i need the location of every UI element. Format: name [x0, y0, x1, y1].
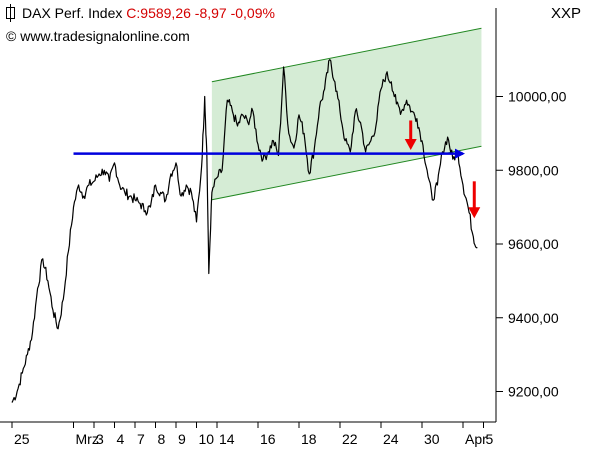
x-tick-label: 25	[14, 431, 30, 447]
close-label: C:	[126, 5, 141, 21]
instrument-name: DAX Perf. Index	[22, 5, 123, 21]
x-tick-label: 7	[137, 431, 145, 447]
y-tick-label: 9600,00	[508, 236, 559, 252]
x-tick-label: 18	[301, 431, 317, 447]
x-tick-label: 8	[158, 431, 166, 447]
x-tick-label: 9	[178, 431, 186, 447]
x-tick-label: 22	[342, 431, 358, 447]
x-tick-label: 14	[219, 431, 235, 447]
down-arrow-1-head	[404, 138, 417, 150]
x-tick-label: 5	[486, 431, 494, 447]
candle-chart-icon	[6, 4, 15, 22]
price-series-line	[11, 59, 478, 403]
y-tick-label: 9800,00	[508, 162, 559, 178]
x-tick-label: 3	[96, 431, 104, 447]
x-tick-label: 10	[199, 431, 215, 447]
change-percent: -0,09%	[230, 5, 275, 21]
down-arrow-2-head	[468, 207, 481, 219]
change-value: -8,97	[194, 5, 227, 21]
x-tick-label: 24	[383, 431, 399, 447]
y-tick-label: 9400,00	[508, 310, 559, 326]
chart-header: DAX Perf. Index C:9589,26 -8,97 -0,09%	[6, 4, 275, 22]
trend-channel-lower	[211, 145, 482, 201]
x-tick-label: 16	[260, 431, 276, 447]
copyright-text: © www.tradesignalonline.com	[6, 28, 190, 44]
y-tick-label: 10000,00	[508, 89, 567, 105]
y-tick-label: 9200,00	[508, 384, 559, 400]
trend-channel-upper	[211, 27, 482, 83]
symbol-label: XXP	[550, 5, 581, 22]
trend-channel-fill	[211, 28, 482, 200]
x-tick-label: Apr	[465, 431, 487, 447]
x-tick-label: 30	[424, 431, 440, 447]
x-tick-label: Mrz	[76, 431, 99, 447]
x-tick-label: 4	[117, 431, 125, 447]
close-value: 9589,26	[140, 5, 191, 21]
